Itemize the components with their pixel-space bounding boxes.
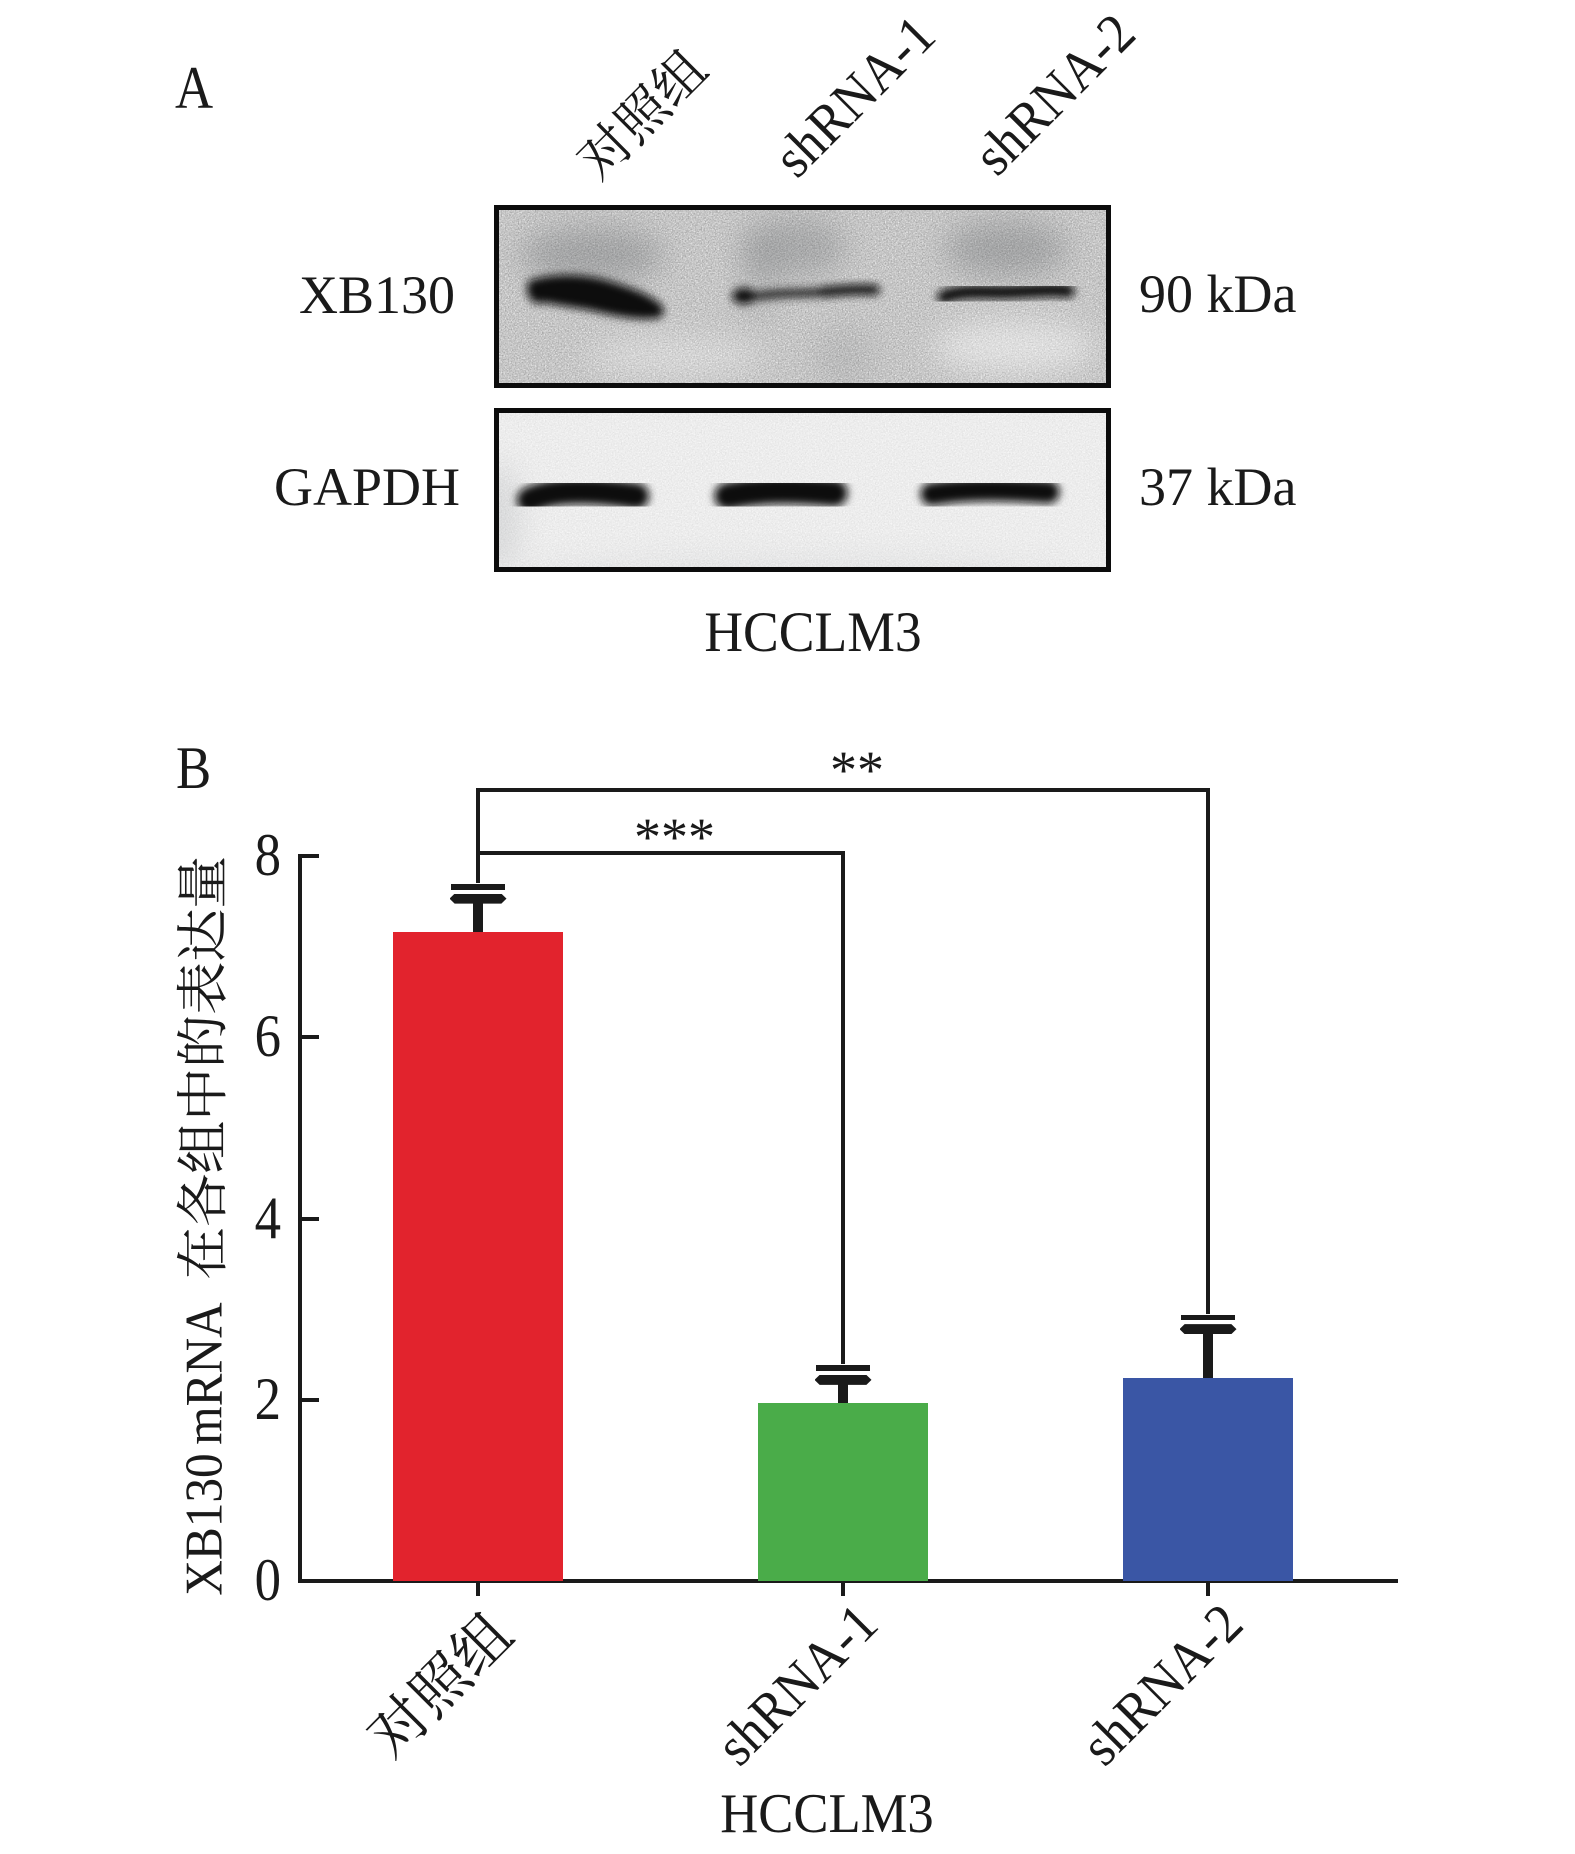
- sig-bracket-v-1-2: [1206, 787, 1210, 1314]
- y-tick-value: 4: [254, 1184, 281, 1251]
- sig-bracket-v-0-1: [841, 851, 845, 1365]
- y-tick-value: 6: [254, 1003, 281, 1070]
- cjk-glyph: [365, 1692, 427, 1762]
- latin-run: A: [175, 55, 214, 121]
- sig-bracket-v-1-0: [476, 787, 480, 884]
- y-tick: [302, 854, 319, 858]
- cjk-glyph: [575, 121, 631, 183]
- lane-label-control: [568, 40, 718, 190]
- latin-run: shRNA-1: [705, 1592, 891, 1778]
- wb-protein-label-xb130: XB130: [298, 265, 455, 325]
- cjk-glyph: [177, 1122, 224, 1173]
- cjk-glyph: [405, 1649, 475, 1721]
- bar-0: [393, 932, 563, 1581]
- error-stem-2: [1203, 1329, 1213, 1378]
- lane-label-shrna1: shRNA-1: [762, 0, 955, 190]
- latin-run: HCCLM3: [704, 601, 922, 664]
- cjk-glyph: [651, 49, 711, 107]
- y-tick-value: 8: [254, 822, 281, 889]
- bar-1: [758, 1403, 928, 1581]
- latin-run: HCCLM3: [720, 1783, 934, 1845]
- cjk-glyph: [177, 858, 225, 907]
- error-topline-0: [451, 884, 505, 890]
- wb-marker-label-37kda: 37 kDa: [1139, 457, 1297, 517]
- sig-bracket-h-1: [476, 787, 1210, 792]
- bar-2: [1123, 1378, 1293, 1581]
- y-axis-title: XB130 mRNA: [175, 856, 233, 1596]
- error-topline-1: [816, 1365, 870, 1371]
- wb-marker-label-90kda: 90 kDa: [1139, 264, 1297, 324]
- y-tick-label: 0: [186, 1550, 281, 1610]
- x-cat-label-0: [357, 1602, 523, 1768]
- lane-label-shrna2: shRNA-2: [962, 0, 1155, 188]
- error-cap-0: [449, 893, 507, 904]
- blot1-border: [494, 205, 1111, 388]
- x-tick-2: [1206, 1583, 1210, 1596]
- cjk-glyph: [177, 911, 225, 961]
- y-axis-line: [298, 854, 302, 1583]
- western-blot-gapdh: [494, 408, 1111, 572]
- blot2-border: [494, 408, 1111, 572]
- x-tick-1: [841, 1583, 845, 1596]
- panel-a-label: A: [175, 58, 218, 118]
- blot2-bands: [517, 476, 1060, 513]
- error-cap-2: [1179, 1324, 1237, 1335]
- panel-b-cell-line: HCCLM3: [713, 1786, 940, 1842]
- y-tick: [302, 1397, 319, 1402]
- cjk-glyph: [450, 1611, 516, 1677]
- error-cap-1: [814, 1374, 872, 1385]
- cjk-glyph: [176, 1017, 226, 1064]
- error-stem-0: [473, 898, 483, 933]
- wb-protein-label-gapdh: GAPDH: [273, 457, 460, 517]
- sig-bracket-h-0: [476, 851, 845, 856]
- western-blot-xb130: [494, 205, 1111, 388]
- panel-a-cell-line: HCCLM3: [697, 604, 928, 661]
- blot1-bands: [527, 275, 1075, 319]
- cjk-glyph: [176, 1229, 226, 1279]
- panel-b-label: B: [176, 738, 216, 798]
- y-tick-label: 4: [186, 1188, 281, 1248]
- y-tick-label: 8: [186, 825, 281, 885]
- y-tick-label: 6: [186, 1006, 281, 1066]
- x-cat-label-1: shRNA-1: [695, 1592, 891, 1786]
- x-axis-line: [298, 1579, 1398, 1583]
- error-stem-1: [838, 1379, 848, 1404]
- blot1-highlights: [584, 321, 1096, 377]
- latin-run: B: [176, 735, 212, 801]
- x-cat-label-2: shRNA-2: [1060, 1592, 1256, 1786]
- y-tick-value: 0: [254, 1547, 281, 1614]
- cjk-glyph: [176, 1175, 226, 1226]
- latin-run: shRNA-1: [762, 4, 948, 190]
- error-topline-2: [1181, 1314, 1235, 1321]
- cjk-glyph: [176, 963, 227, 1014]
- cjk-glyph: [611, 83, 674, 147]
- y-tick-value: 2: [254, 1365, 281, 1432]
- cjk-glyph: [176, 1071, 226, 1116]
- latin-run: shRNA-2: [1070, 1592, 1256, 1778]
- y-tick: [302, 1035, 319, 1040]
- x-tick-0: [476, 1583, 480, 1596]
- blot1-smudges: [520, 217, 1068, 387]
- latin-run: shRNA-2: [962, 2, 1148, 188]
- y-tick-label: 2: [186, 1369, 281, 1429]
- y-tick: [302, 1216, 319, 1221]
